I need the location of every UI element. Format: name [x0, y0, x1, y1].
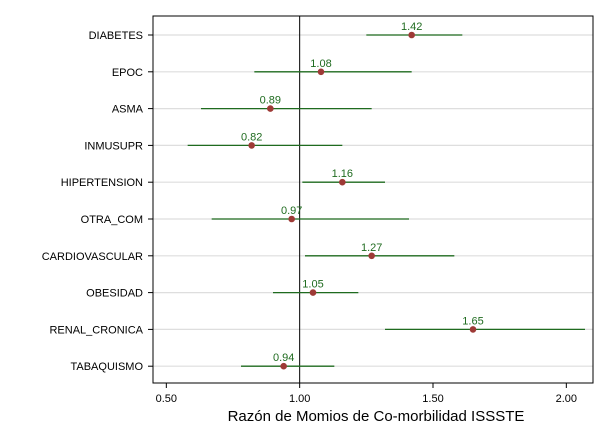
data-label-obesidad: 1.05	[302, 279, 323, 291]
data-labels: 1.42 1.08 0.89 0.82 1.16 0.97 1.27 1.05 1.65 0.94	[241, 21, 484, 364]
y-tick-label-obesidad: OBESIDAD	[86, 288, 143, 300]
data-label-inmusupr: 0.82	[241, 131, 262, 143]
x-axis-label: Razón de Momios de Co-morbilidad ISSSTE	[228, 408, 525, 425]
data-label-epoc: 1.08	[310, 58, 331, 70]
y-tick-label-cardiovascular: CARDIOVASCULAR	[42, 251, 143, 263]
point-hipertension	[339, 178, 346, 186]
data-label-asma: 0.89	[260, 95, 281, 107]
point-cardiovascular	[368, 252, 375, 260]
point-estimates	[248, 31, 477, 370]
data-label-hipertension: 1.16	[332, 168, 353, 180]
y-tick-label-asma: ASMA	[112, 104, 144, 116]
point-diabetes	[408, 31, 415, 39]
y-tick-label-hipertension: HIPERTENSION	[61, 177, 143, 189]
y-tick-label-otra_com: OTRA_COM	[81, 214, 143, 226]
y-tick-label-tabaquismo: TABAQUISMO	[70, 361, 143, 373]
x-axis-ticks: 0.50 1.00 1.50 2.00	[156, 383, 577, 405]
data-label-otra_com: 0.97	[281, 205, 302, 217]
point-renal_cronica	[469, 326, 477, 333]
data-label-diabetes: 1.42	[401, 21, 422, 33]
point-obesidad	[309, 289, 317, 296]
y-tick-label-renal_cronica: RENAL_CRONICA	[49, 324, 143, 336]
y-tick-label-diabetes: DIABETES	[89, 30, 143, 42]
y-tick-label-inmusupr: INMUSUPR	[84, 140, 143, 152]
plot-frame	[152, 15, 594, 384]
point-epoc	[317, 68, 325, 76]
y-tick-label-epoc: EPOC	[112, 67, 143, 79]
x-tick-label-3: 2.00	[556, 393, 577, 405]
x-tick-label-0: 0.50	[156, 393, 177, 405]
x-tick-label-2: 1.50	[422, 393, 443, 405]
data-label-cardiovascular: 1.27	[361, 242, 382, 254]
point-inmusupr	[248, 142, 255, 149]
point-asma	[267, 105, 274, 112]
point-tabaquismo	[280, 362, 287, 370]
data-label-renal_cronica: 1.65	[462, 315, 483, 327]
x-tick-label-1: 1.00	[289, 393, 310, 405]
data-label-tabaquismo: 0.94	[273, 352, 294, 364]
y-tick-labels: DIABETES EPOC ASMA INMUSUPR HIPERTENSION OTRA…	[42, 30, 153, 373]
point-otra_com	[288, 215, 295, 223]
